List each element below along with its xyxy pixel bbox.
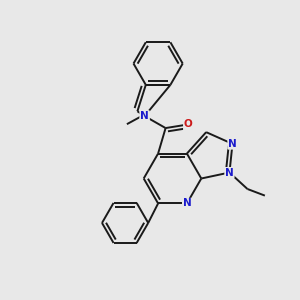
Text: O: O [184,119,193,130]
Text: N: N [225,167,234,178]
Text: N: N [228,139,237,149]
Text: N: N [140,111,149,121]
Text: N: N [140,111,149,121]
Text: O: O [184,119,193,130]
Text: N: N [182,198,191,208]
Text: N: N [140,111,149,121]
Text: N: N [225,167,234,178]
Text: N: N [182,198,191,208]
Text: N: N [228,139,237,149]
